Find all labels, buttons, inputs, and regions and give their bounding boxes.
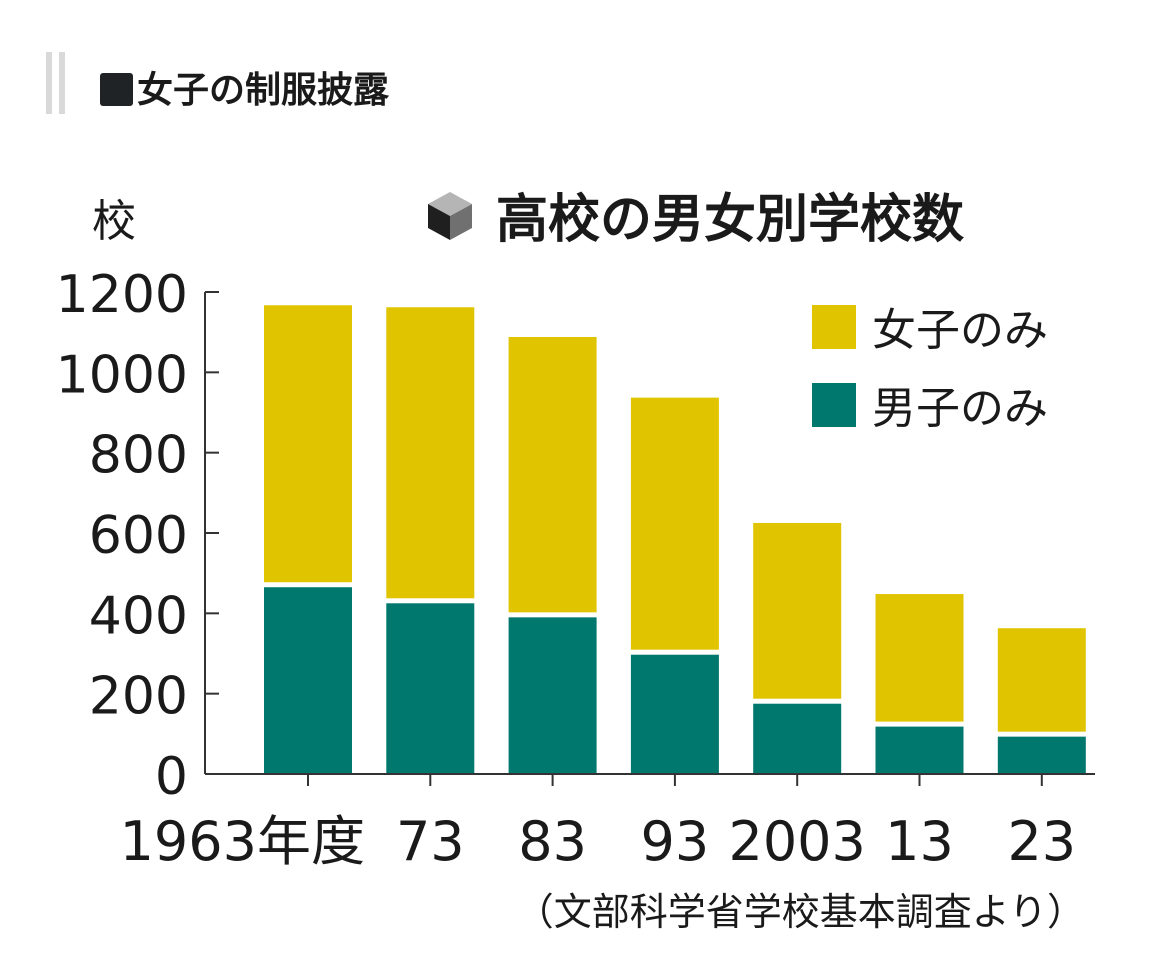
bar-boys [508,617,597,774]
x-tick-label: 83 [518,810,587,873]
y-axis: 0 200 400 600 800 1000 1200 [56,265,219,807]
bar-boys [630,654,719,774]
x-tick-label: 93 [641,810,710,873]
x-tick-label: 2003 [728,810,865,873]
bar-girls [264,305,352,583]
chart-title-group: 高校の男女別学校数 [428,190,964,250]
x-tick-label: 23 [1007,810,1076,873]
bar-girls [630,397,719,650]
x-tick-label: 1963年度 [120,810,365,873]
source-note: （文部科学省学校基本調査より） [516,890,1085,934]
bar-boys [997,736,1086,774]
y-tick-label: 1200 [56,265,188,325]
bar-girls [386,307,475,599]
section-title: 女子の制服披露 [100,61,389,113]
y-tick-label: 800 [89,426,188,486]
bar-girls [875,594,964,722]
bar-girls [753,522,842,699]
bar-boys [875,726,964,774]
chart-title: 高校の男女別学校数 [496,190,964,250]
y-tick-label: 600 [89,506,188,566]
legend-label-boys: 男子のみ [872,383,1048,434]
header-quote-bar-left [46,52,52,114]
x-axis: 1963年度 73 83 93 2003 13 23 [120,773,1095,873]
legend-swatch-girls [812,305,856,349]
legend-label-girls: 女子のみ [872,305,1048,356]
y-axis-label: 校 [92,196,136,247]
cube-icon [428,192,472,240]
y-tick-label: 400 [89,586,188,646]
bar-girls [508,336,597,613]
header-quote-bar-right [59,52,65,114]
bar-boys [753,703,842,774]
y-tick-label: 0 [155,747,188,807]
legend-swatch-boys [812,383,856,427]
y-tick-label: 200 [89,667,188,727]
bar-series [264,305,1086,774]
section-title-text: 女子の制服披露 [137,70,390,111]
bar-boys [386,603,475,774]
legend: 女子のみ 男子のみ [812,305,1048,434]
y-tick-label: 1000 [56,345,188,405]
black-square-icon [100,73,133,106]
x-tick-label: 13 [885,810,954,873]
x-tick-label: 73 [396,810,465,873]
bar-boys [264,587,352,774]
bar-girls [997,628,1086,732]
